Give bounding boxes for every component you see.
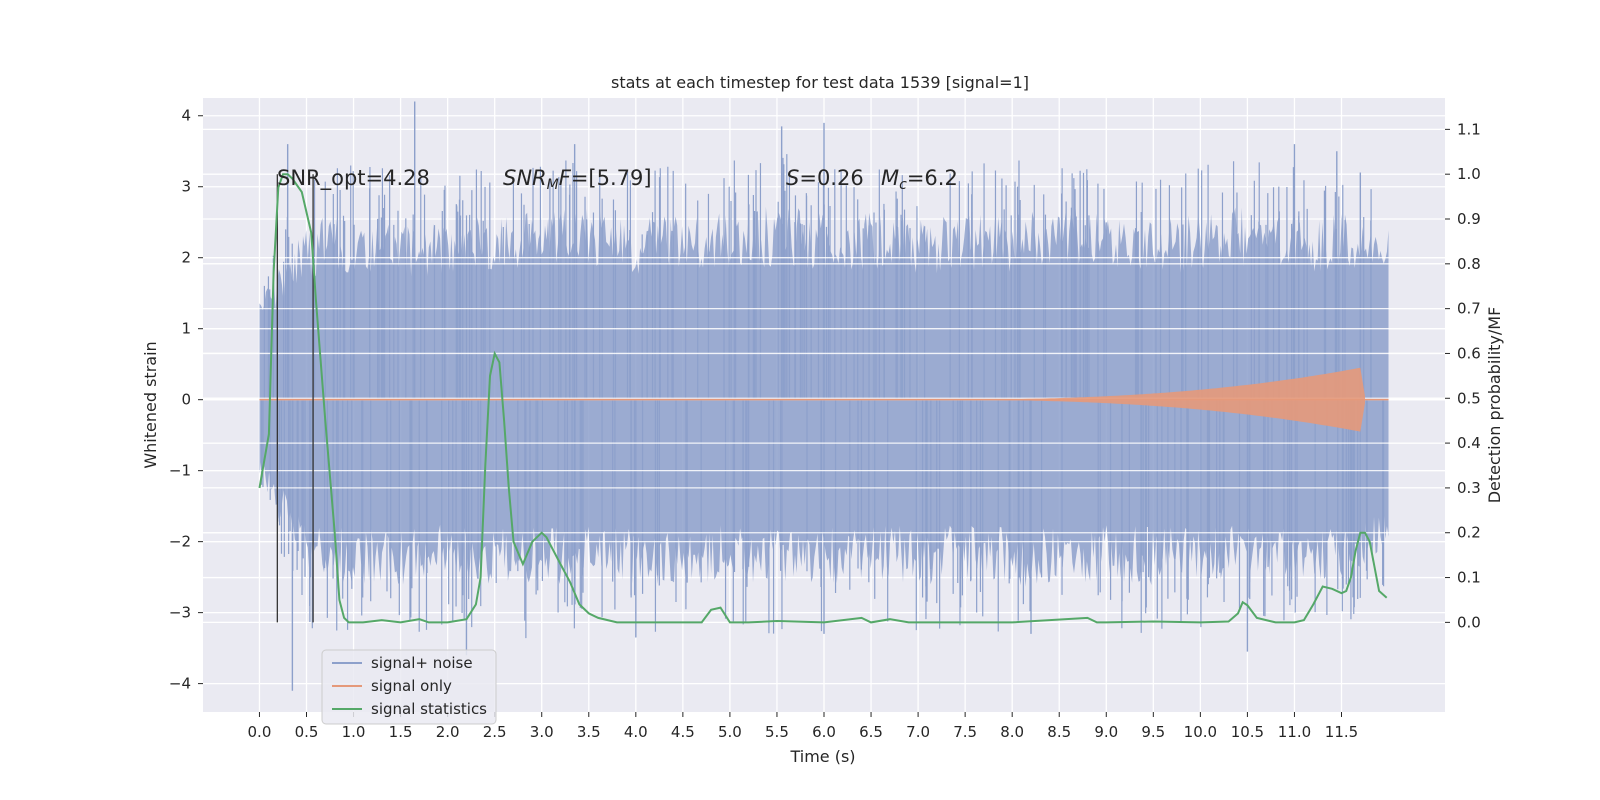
y-right-tick-label: 0.5 [1457,389,1481,407]
x-tick-label: 5.0 [718,723,742,741]
signal-noise-spikes [260,101,1385,691]
legend-label-signal-noise: signal+ noise [371,654,473,672]
x-tick-label: 3.5 [577,723,601,741]
legend-label-signal-only: signal only [371,677,452,695]
y-tick-label: −4 [169,675,191,693]
annotation-snr-mf-tail: F [559,166,572,190]
y-axis-right-ticks: 0.0 0.1 0.2 0.3 0.4 0.5 0.6 0.7 0.8 0.9 1.0 1.1 [1445,120,1481,631]
annotation-snr-mf-symbol: SNR [503,166,547,190]
y-right-tick-label: 0.4 [1457,434,1481,452]
y-right-tick-label: 0.9 [1457,210,1481,228]
y-right-tick-label: 0.2 [1457,524,1481,542]
x-tick-label: 10.0 [1184,723,1217,741]
y-axis-left-title: Whitened strain [141,341,160,468]
x-tick-label: 4.5 [671,723,695,741]
y-axis-right-title: Detection probability/MF [1485,307,1504,504]
legend-box [321,649,497,725]
x-tick-label: 9.0 [1094,723,1118,741]
annotation-mc-subscript: c [899,177,907,193]
series-signal-only [259,367,1389,432]
y-tick-label: −3 [169,604,191,622]
y-tick-label: −1 [169,462,191,480]
inner-gridlines [203,257,1445,543]
annotation-mc-symbol: M [881,166,899,190]
annotation-snr-mf-subscript: M [547,177,559,193]
x-tick-label: 10.5 [1231,723,1264,741]
y-right-tick-label: 0.8 [1457,255,1481,273]
y-right-tick-label: 0.1 [1457,569,1481,587]
x-tick-label: 1.5 [389,723,413,741]
y-right-tick-label: 1.0 [1457,165,1481,183]
x-tick-label: 8.5 [1047,723,1071,741]
y-right-tick-label: 0.6 [1457,344,1481,362]
y-right-tick-label: 0.0 [1457,613,1481,631]
annotation-mc-value: =6.2 [907,166,958,190]
x-tick-label: 1.0 [342,723,366,741]
y-tick-label: 0 [181,391,191,409]
annotation-mc: Mc=6.2 [881,166,958,193]
x-tick-label: 11.0 [1278,723,1311,741]
y-tick-label: 3 [181,178,191,196]
x-tick-label: 7.5 [953,723,977,741]
y-tick-label: 1 [181,320,191,338]
y-right-tick-label: 0.3 [1457,479,1481,497]
legend-label-signal-statistics: signal statistics [371,700,487,718]
x-tick-label: 4.0 [624,723,648,741]
x-tick-label: 3.0 [530,723,554,741]
annotation-s-value: =0.26 [799,166,863,190]
y-right-tick-label: 0.7 [1457,300,1481,318]
x-tick-label: 6.5 [859,723,883,741]
x-tick-label: 0.0 [248,723,272,741]
x-tick-label: 5.5 [765,723,789,741]
annotation-snr-opt: SNR_opt=4.28 [277,166,430,191]
series-signal-statistics-line [258,173,1388,624]
x-tick-label: 11.5 [1325,723,1358,741]
x-axis-title: Time (s) [789,747,855,766]
y-tick-label: −2 [169,533,191,551]
annotation-s: S=0.26 [786,166,864,190]
annotations: SNR_opt=4.28 SNRMF=[5.79] S=0.26 Mc=6.2 [277,166,958,193]
annotation-snr-mf-value: =[5.79] [571,166,652,190]
y-axis-left-ticks: −4 −3 −2 −1 0 1 2 3 4 [169,107,203,693]
x-tick-label: 9.5 [1141,723,1165,741]
y-tick-label: 2 [181,249,191,267]
x-tick-label: 7.0 [906,723,930,741]
x-axis-ticks: 0.0 0.5 1.0 1.5 2.0 2.5 3.0 3.5 4.0 4.5 5.0 5.5 6.0 6… [248,712,1358,741]
series-signal-noise [259,101,1389,691]
legend: signal+ noise signal only signal statist… [321,649,497,725]
annotation-s-symbol: S [786,166,799,190]
y-tick-label: 4 [181,107,191,125]
x-tick-label: 2.0 [436,723,460,741]
x-tick-label: 2.5 [483,723,507,741]
chart-title: stats at each timestep for test data 153… [611,73,1029,92]
y-right-tick-label: 1.1 [1457,120,1481,138]
annotation-snr-mf: SNRMF=[5.79] [503,166,652,193]
x-tick-label: 8.0 [1000,723,1024,741]
x-tick-label: 0.5 [295,723,319,741]
x-tick-label: 6.0 [812,723,836,741]
